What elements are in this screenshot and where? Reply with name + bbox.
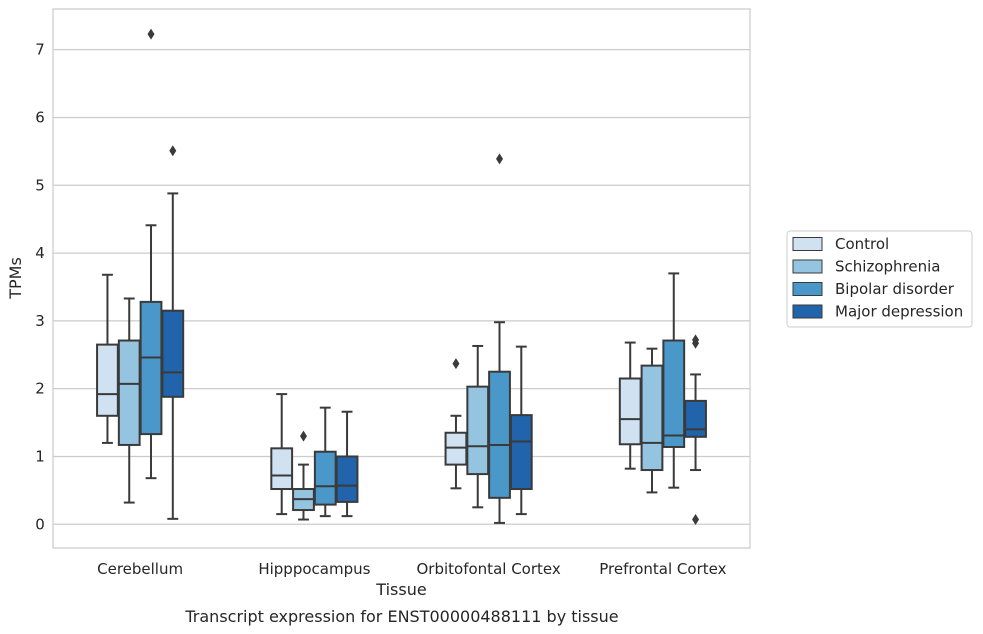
box-1-2 bbox=[313, 406, 337, 518]
box-iqr bbox=[161, 309, 185, 398]
legend-label: Major depression bbox=[835, 303, 963, 321]
outlier-point bbox=[299, 430, 307, 442]
x-tick-label: Orbitofontal Cortex bbox=[417, 560, 561, 578]
box-iqr bbox=[466, 385, 490, 476]
box-iqr bbox=[139, 300, 163, 436]
box-iqr bbox=[335, 455, 359, 503]
outlier-point bbox=[452, 358, 460, 370]
box-iqr bbox=[662, 339, 686, 448]
y-tick-label: 7 bbox=[35, 41, 45, 59]
box-iqr bbox=[618, 377, 642, 446]
legend-swatch bbox=[792, 259, 823, 274]
box-iqr bbox=[313, 450, 337, 506]
box-iqr bbox=[444, 431, 468, 466]
box-plot-series bbox=[96, 28, 707, 526]
y-axis-title: TPMs bbox=[6, 257, 25, 300]
box-1-3 bbox=[335, 410, 359, 518]
x-axis-ticks: Cerebellum Hipppocampus Orbitofontal Corte… bbox=[97, 560, 726, 578]
y-tick-label: 4 bbox=[35, 244, 45, 262]
outlier-point bbox=[147, 28, 155, 40]
box-2-2 bbox=[488, 153, 511, 524]
box-3-2 bbox=[662, 272, 686, 489]
box-3-1 bbox=[640, 347, 664, 494]
box-3-3 bbox=[684, 334, 707, 526]
box-iqr bbox=[270, 447, 294, 491]
box-2-0 bbox=[444, 358, 468, 490]
y-tick-label: 1 bbox=[35, 447, 45, 465]
x-tick-label: Prefrontal Cortex bbox=[599, 560, 726, 578]
outlier-point bbox=[169, 145, 177, 157]
box-2-3 bbox=[509, 345, 533, 516]
y-tick-label: 0 bbox=[35, 515, 45, 533]
box-0-0 bbox=[96, 273, 119, 444]
box-1-0 bbox=[270, 393, 294, 516]
chart-caption: Transcript expression for ENST0000048811… bbox=[184, 607, 618, 626]
legend-swatch bbox=[792, 237, 823, 251]
plot-area-frame bbox=[52, 8, 751, 549]
y-tick-label: 5 bbox=[35, 176, 45, 194]
box-iqr bbox=[684, 399, 707, 438]
outlier-point bbox=[692, 514, 700, 526]
y-tick-label: 2 bbox=[35, 380, 45, 398]
box-0-1 bbox=[117, 297, 141, 504]
outlier-point bbox=[496, 153, 504, 165]
box-iqr bbox=[509, 414, 533, 491]
x-tick-label: Hipppocampus bbox=[258, 560, 370, 578]
legend-label: Bipolar disorder bbox=[835, 280, 955, 298]
box-iqr bbox=[640, 364, 664, 472]
legend-label: Control bbox=[835, 235, 889, 253]
outlier-point bbox=[692, 334, 700, 346]
box-iqr bbox=[96, 343, 119, 417]
box-3-0 bbox=[618, 341, 642, 470]
legend: Control Schizophrenia Bipolar disorder Majo… bbox=[786, 230, 973, 328]
legend-swatch bbox=[792, 304, 823, 319]
box-iqr bbox=[117, 339, 141, 446]
x-axis-title: Tissue bbox=[375, 580, 426, 599]
legend-label: Schizophrenia bbox=[835, 258, 940, 276]
box-2-1 bbox=[466, 344, 490, 509]
box-0-3 bbox=[161, 145, 185, 520]
y-tick-label: 3 bbox=[35, 312, 45, 330]
y-axis-ticks: 0 1 2 3 4 5 6 7 bbox=[35, 41, 45, 534]
y-tick-label: 6 bbox=[35, 108, 45, 126]
legend-swatch bbox=[792, 282, 823, 296]
box-1-1 bbox=[292, 430, 315, 521]
x-tick-label: Cerebellum bbox=[97, 560, 183, 578]
legend-frame bbox=[786, 230, 973, 328]
box-iqr bbox=[488, 370, 511, 499]
